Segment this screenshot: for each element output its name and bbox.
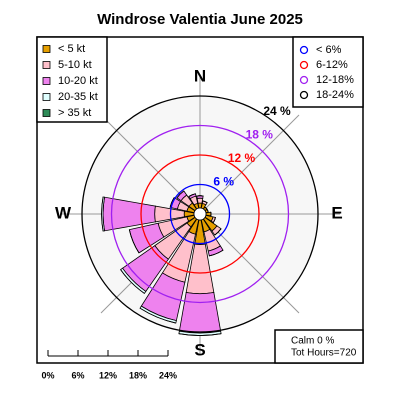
ring-legend-label: 12-18%	[316, 74, 354, 86]
scale-label: 12%	[99, 370, 117, 380]
legend-swatch	[43, 62, 50, 69]
legend-label: > 35 kt	[58, 107, 91, 119]
legend-swatch	[43, 94, 50, 101]
legend-label: 10-20 kt	[58, 75, 98, 87]
ring-label: 12 %	[228, 151, 256, 165]
compass-label: W	[55, 203, 72, 222]
wedge	[197, 198, 202, 203]
ring-legend-label: 18-24%	[316, 89, 354, 101]
ring-label: 18 %	[246, 128, 274, 142]
compass-label: S	[194, 340, 205, 359]
ring-legend-label: 6-12%	[316, 59, 348, 71]
legend-label: 20-35 kt	[58, 91, 98, 103]
compass-label: N	[194, 66, 206, 85]
legend-label: 5-10 kt	[58, 59, 92, 71]
scale-label: 18%	[129, 370, 147, 380]
ring-legend-label: < 6%	[316, 44, 342, 56]
scale-label: 6%	[71, 370, 84, 380]
wedge	[179, 293, 220, 334]
scale-label: 0%	[41, 370, 54, 380]
calm-circle	[194, 208, 206, 220]
legend-swatch	[43, 110, 50, 117]
scale-label: 24%	[159, 370, 177, 380]
ring-label: 6 %	[213, 175, 234, 189]
legend-swatch	[43, 46, 50, 53]
compass-label: E	[331, 203, 342, 222]
legend-label: < 5 kt	[58, 43, 85, 55]
total-label: Tot Hours=720	[291, 348, 357, 359]
calm-label: Calm 0 %	[291, 336, 334, 347]
legend-swatch	[43, 78, 50, 85]
ring-label: 24 %	[263, 104, 291, 118]
chart-title: Windrose Valentia June 2025	[97, 11, 303, 28]
